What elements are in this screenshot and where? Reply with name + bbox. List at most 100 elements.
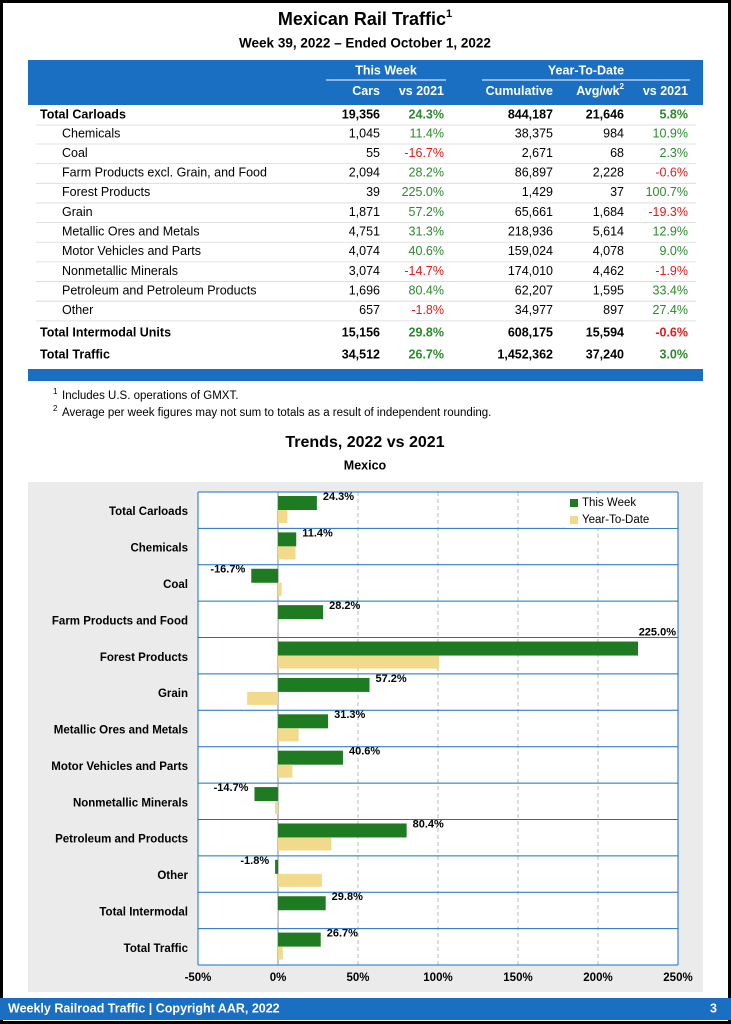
- y-tick-label: Farm Products and Food: [52, 615, 188, 627]
- bar: [278, 546, 296, 560]
- x-tick-label: 150%: [503, 972, 532, 984]
- bar: [278, 496, 317, 510]
- row-label: Other: [62, 303, 93, 317]
- cell: 39: [366, 185, 380, 199]
- subtitle: Week 39, 2022 – Ended October 1, 2022: [239, 36, 491, 51]
- row-label: Petroleum and Petroleum Products: [62, 283, 257, 297]
- cell: -14.7%: [404, 264, 444, 278]
- bar: [278, 677, 370, 692]
- data-label: -16.7%: [210, 564, 245, 576]
- y-tick-label: Petroleum and Products: [55, 834, 188, 846]
- cell: 5.8%: [660, 107, 689, 121]
- cell: 4,751: [349, 225, 380, 239]
- bar: [278, 655, 440, 669]
- bar: [278, 932, 321, 947]
- y-tick-label: Metallic Ores and Metals: [54, 725, 188, 737]
- row-label: Forest Products: [62, 185, 150, 199]
- row-label: Farm Products excl. Grain, and Food: [62, 166, 267, 180]
- footnote-mark: 1: [53, 387, 58, 396]
- cell: 5,614: [593, 225, 624, 239]
- x-tick-label: 50%: [346, 972, 369, 984]
- cell: 2,671: [522, 146, 553, 160]
- x-tick-label: 100%: [423, 972, 452, 984]
- cell: 29.8%: [409, 325, 444, 339]
- data-label: 26.7%: [327, 928, 358, 940]
- y-tick-label: Nonmetallic Minerals: [73, 797, 188, 809]
- cell: 34,512: [342, 347, 380, 361]
- row-label: Coal: [62, 146, 88, 160]
- bar: [278, 510, 288, 523]
- column-header-text: vs 2021: [399, 84, 444, 98]
- bar: [278, 750, 343, 765]
- cell: 15,594: [586, 325, 624, 339]
- cell: 2,228: [593, 166, 624, 180]
- row-label: Nonmetallic Minerals: [62, 264, 178, 278]
- cell: 57.2%: [409, 205, 444, 219]
- column-header-text: Avg/wk: [576, 84, 619, 98]
- y-tick-label: Total Traffic: [124, 943, 189, 955]
- cell: 37,240: [586, 347, 624, 361]
- bar: [275, 859, 278, 874]
- cell: 1,452,362: [497, 347, 553, 361]
- row-label: Motor Vehicles and Parts: [62, 244, 201, 258]
- data-label: 57.2%: [376, 673, 407, 685]
- cell: 38,375: [515, 126, 553, 140]
- cell: 4,462: [593, 264, 624, 278]
- cell: 11.4%: [409, 126, 444, 140]
- bar: [278, 605, 324, 620]
- cell: 100.7%: [646, 185, 688, 199]
- cell: 24.3%: [409, 107, 444, 121]
- bar: [278, 946, 283, 960]
- cell: -1.9%: [655, 264, 688, 278]
- bar: [278, 764, 293, 778]
- x-tick-label: -50%: [185, 972, 212, 984]
- data-label: -14.7%: [214, 782, 249, 794]
- footnote-text: Average per week figures may not sum to …: [62, 407, 491, 419]
- cell: 65,661: [515, 205, 553, 219]
- cell: 9.0%: [660, 244, 689, 258]
- y-tick-label: Chemicals: [130, 543, 188, 555]
- cell: 62,207: [515, 283, 553, 297]
- x-tick-label: 0%: [270, 972, 287, 984]
- cell: 174,010: [508, 264, 553, 278]
- bar: [278, 641, 638, 656]
- bar: [278, 837, 332, 851]
- bar: [277, 619, 278, 633]
- row-label: Total Carloads: [40, 107, 126, 121]
- footnote-text: Includes U.S. operations of GMXT.: [62, 390, 238, 402]
- cell: 657: [359, 303, 380, 317]
- bar: [251, 568, 278, 583]
- page-number: 3: [710, 1001, 717, 1015]
- cell: 19,356: [342, 107, 380, 121]
- cell: 1,045: [349, 126, 380, 140]
- cell: 37: [610, 185, 624, 199]
- bar: [278, 728, 299, 742]
- cell: -0.6%: [655, 325, 688, 339]
- group-header: Year-To-Date: [548, 63, 624, 77]
- cell: 4,074: [349, 244, 380, 258]
- cell: 12.9%: [653, 225, 688, 239]
- cell: 15,156: [342, 325, 380, 339]
- bar: [277, 910, 278, 924]
- y-tick-label: Total Intermodal: [99, 906, 188, 918]
- y-tick-label: Other: [157, 870, 188, 882]
- cell: 40.6%: [409, 244, 444, 258]
- column-header: vs 2021: [643, 84, 688, 98]
- data-label: -1.8%: [240, 855, 269, 867]
- cell: 1,871: [349, 205, 380, 219]
- cell: 1,595: [593, 283, 624, 297]
- cell: -1.8%: [411, 303, 444, 317]
- x-tick-label: 200%: [583, 972, 612, 984]
- legend-swatch: [570, 499, 578, 507]
- cell: 26.7%: [409, 347, 444, 361]
- table-bottom-band: [28, 369, 703, 381]
- column-header-text: vs 2021: [643, 84, 688, 98]
- cell: 3.0%: [660, 347, 689, 361]
- data-label: 31.3%: [334, 709, 365, 721]
- cell: -16.7%: [404, 146, 444, 160]
- cell: 33.4%: [653, 283, 688, 297]
- title: Mexican Rail Traffic1: [278, 8, 452, 29]
- cell: -19.3%: [648, 205, 688, 219]
- group-header: This Week: [355, 63, 417, 77]
- cell: 159,024: [508, 244, 553, 258]
